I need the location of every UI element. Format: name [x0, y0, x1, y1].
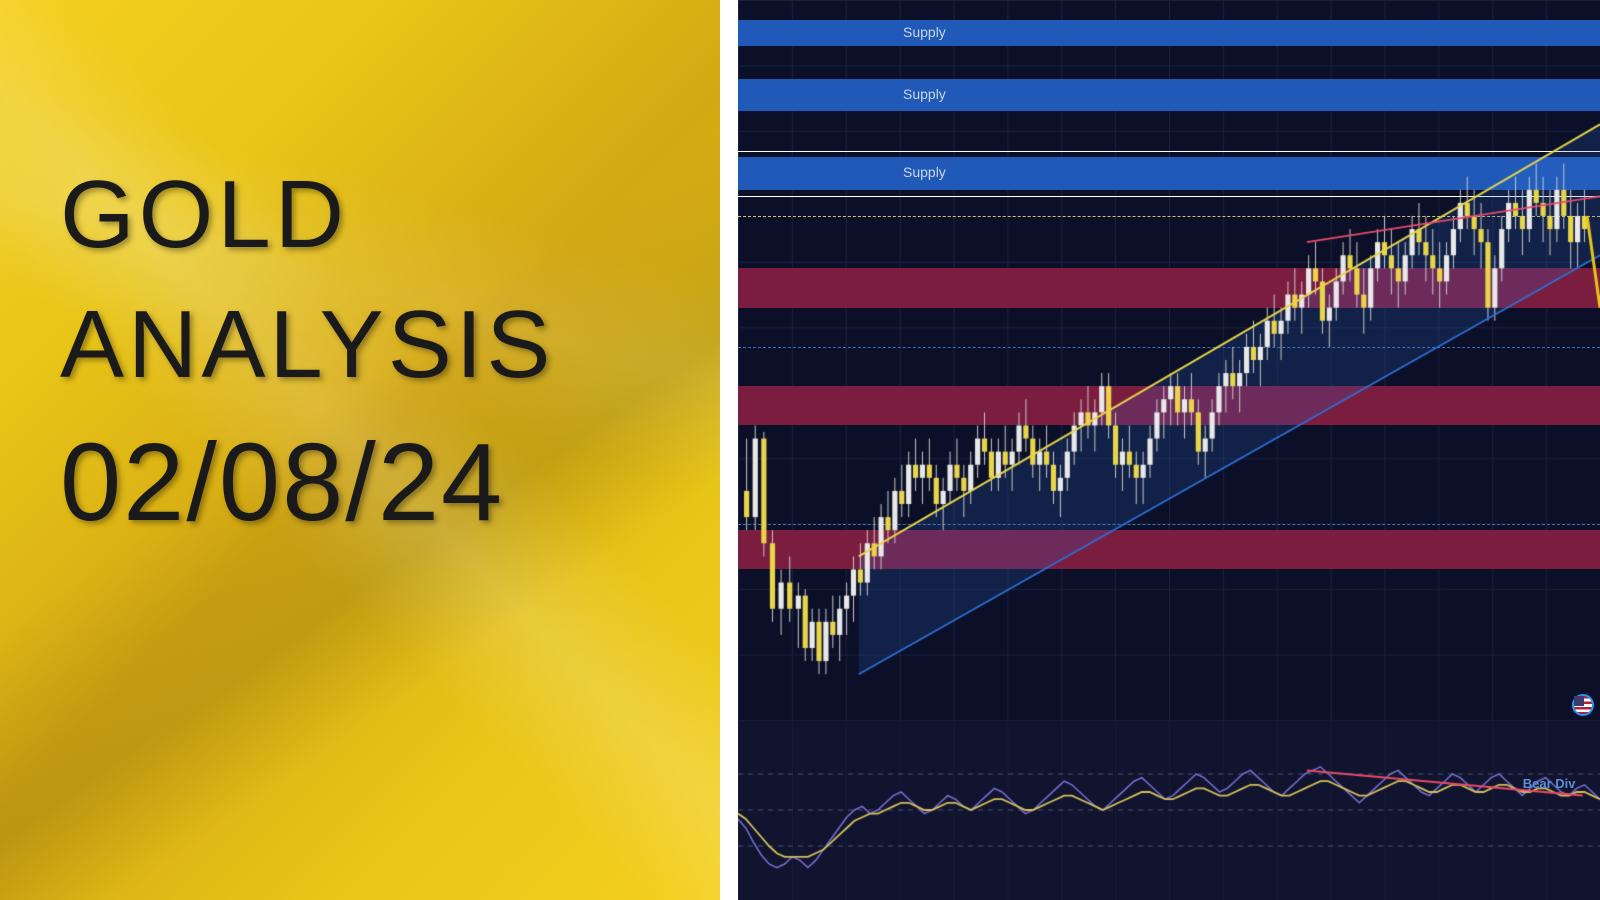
title-date: 02/08/24: [60, 419, 554, 546]
us-flag-icon: [1572, 694, 1594, 716]
oscillator-canvas: [738, 720, 1600, 900]
title-panel: GOLD ANALYSIS 02/08/24: [0, 0, 720, 900]
title-word-2: ANALYSIS: [60, 280, 554, 410]
chart-panel[interactable]: SupplySupplySupply Bear Div: [738, 0, 1600, 900]
panel-divider: [720, 0, 738, 900]
title-word-1: GOLD: [60, 150, 554, 280]
bear-div-label: Bear Div: [1523, 776, 1576, 791]
title-block: GOLD ANALYSIS 02/08/24: [60, 150, 554, 546]
price-canvas: [738, 0, 1600, 720]
